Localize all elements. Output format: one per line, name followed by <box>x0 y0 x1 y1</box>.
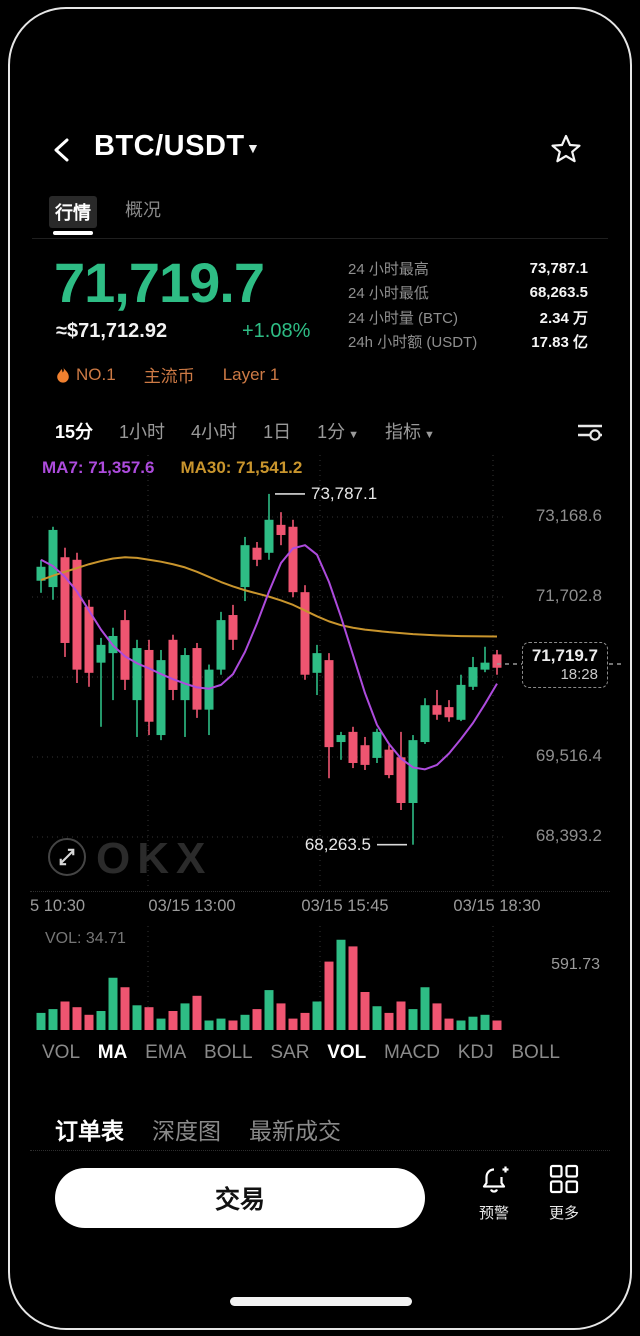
y-axis-label: 69,516.4 <box>535 746 602 765</box>
stat-label: 24 小时最高 <box>348 260 429 278</box>
ma30-label: MA30: 71,541.2 <box>180 458 303 477</box>
orderbook-tab-bar: 订单表 深度图 最新成交 <box>55 1112 341 1146</box>
stat-label: 24 小时量 (BTC) <box>348 309 459 327</box>
change-percent: +1.08% <box>242 320 311 342</box>
last-price-tag-value: 71,719.7 <box>531 646 598 665</box>
stat-label: 24 小时最低 <box>348 285 429 303</box>
token-badges: NO.1 主流币 Layer 1 <box>56 362 279 387</box>
pair-dropdown-icon[interactable]: ▼ <box>246 140 260 156</box>
tab-depth-chart[interactable]: 深度图 <box>152 1118 221 1144</box>
divider <box>30 891 610 892</box>
tab-overview[interactable]: 概况 <box>125 200 161 220</box>
stat-row: 24 小时最低 68,263.5 <box>348 281 588 306</box>
indicator-tab-boll2[interactable]: BOLL <box>511 1042 560 1063</box>
timeframe-1h[interactable]: 1小时 <box>119 422 166 442</box>
category-badge[interactable]: 主流币 <box>143 367 195 386</box>
stat-value: 2.34 万 <box>539 309 588 327</box>
indicator-tab-vol-main[interactable]: VOL <box>42 1042 81 1063</box>
timeframe-15m[interactable]: 15分 <box>55 422 94 442</box>
x-axis-label: 03/15 13:00 <box>148 897 236 915</box>
stat-value: 68,263.5 <box>529 284 588 302</box>
x-axis-label: 03/15 18:30 <box>453 897 541 915</box>
back-icon[interactable] <box>50 136 76 164</box>
timeframe-4h[interactable]: 4小时 <box>191 422 238 442</box>
timeframe-1m-dropdown[interactable]: 1分 ▼ <box>317 418 359 444</box>
indicator-dropdown-label: 指标 <box>384 422 421 442</box>
indicator-tab-boll[interactable]: BOLL <box>204 1042 253 1063</box>
chart-settings-icon[interactable] <box>577 420 603 442</box>
indicator-tab-kdj[interactable]: KDJ <box>457 1042 494 1063</box>
last-price: 71,719.7 <box>54 251 265 314</box>
tab-order-book[interactable]: 订单表 <box>55 1118 124 1144</box>
fiat-price: ≈$71,712.92 <box>56 320 168 342</box>
indicator-tab-ema[interactable]: EMA <box>145 1042 187 1063</box>
rank-badge[interactable]: NO.1 <box>56 365 116 385</box>
indicator-tab-vol-sub[interactable]: VOL <box>327 1042 367 1063</box>
page-title[interactable]: BTC/USDT <box>94 130 245 162</box>
y-axis-label: 73,168.6 <box>535 506 602 525</box>
price-alert-button[interactable]: 预警 <box>459 1163 529 1223</box>
y-axis-label: 71,702.8 <box>535 586 602 605</box>
active-tab-underline <box>53 231 93 235</box>
timeframe-bar: 15分 1小时 4小时 1日 1分 ▼ 指标 ▼ <box>55 418 435 444</box>
stat-row: 24h 小时额 (USDT) 17.83 亿 <box>348 330 588 355</box>
stat-row: 24 小时量 (BTC) 2.34 万 <box>348 305 588 330</box>
flame-icon <box>57 366 69 383</box>
trade-button[interactable]: 交易 <box>55 1168 425 1228</box>
favorite-star-icon[interactable] <box>550 133 582 165</box>
indicator-tab-ma[interactable]: MA <box>97 1042 128 1063</box>
stat-value: 73,787.1 <box>529 259 588 277</box>
alert-label: 预警 <box>478 1205 509 1222</box>
volume-axis-label: 591.73 <box>551 956 600 973</box>
ma-indicator-labels: MA7: 71,357.6 MA30: 71,541.2 <box>42 458 302 478</box>
stat-label: 24h 小时额 (USDT) <box>348 334 478 352</box>
volume-current-label: VOL: 34.71 <box>45 930 126 947</box>
rank-badge-label: NO.1 <box>76 364 116 384</box>
x-axis-label: 5 10:30 <box>30 897 86 915</box>
indicator-tab-macd[interactable]: MACD <box>384 1042 440 1063</box>
last-price-tag-time: 18:28 <box>560 666 598 683</box>
timeframe-1m-label: 1分 <box>317 422 346 442</box>
stat-row: 24 小时最高 73,787.1 <box>348 256 588 281</box>
y-axis-label: 68,393.2 <box>535 826 602 845</box>
divider <box>30 1150 610 1151</box>
fullscreen-icon[interactable] <box>48 838 86 876</box>
indicator-tab-sar[interactable]: SAR <box>270 1042 310 1063</box>
tab-latest-trades[interactable]: 最新成交 <box>249 1118 341 1144</box>
more-button[interactable]: 更多 <box>529 1163 599 1223</box>
more-label: 更多 <box>548 1205 579 1222</box>
indicator-dropdown[interactable]: 指标 ▼ <box>385 418 435 444</box>
chevron-down-icon: ▼ <box>423 429 435 441</box>
home-indicator[interactable] <box>230 1297 412 1306</box>
x-axis-label: 03/15 15:45 <box>301 897 389 915</box>
layer-badge[interactable]: Layer 1 <box>222 364 280 384</box>
chevron-down-icon: ▼ <box>348 429 359 441</box>
bell-plus-icon <box>482 1166 509 1193</box>
high-price-annotation: 73,787.1 <box>311 483 378 503</box>
indicator-tab-bar: VOL MA EMA BOLL SAR VOL MACD KDJ BOLL <box>42 1042 560 1064</box>
last-price-tag: 71,719.7 18:28 <box>521 642 608 688</box>
divider <box>32 238 608 239</box>
grid-more-icon <box>549 1164 579 1194</box>
tab-quotes[interactable]: 行情 <box>49 196 97 228</box>
ma7-label: MA7: 71,357.6 <box>42 458 155 477</box>
stat-value: 17.83 亿 <box>531 334 588 352</box>
low-price-annotation: 68,263.5 <box>304 834 371 854</box>
okx-watermark: OKX <box>96 834 213 883</box>
timeframe-1d[interactable]: 1日 <box>263 422 292 442</box>
stats-panel: 24 小时最高 73,787.1 24 小时最低 68,263.5 24 小时量… <box>348 256 588 354</box>
